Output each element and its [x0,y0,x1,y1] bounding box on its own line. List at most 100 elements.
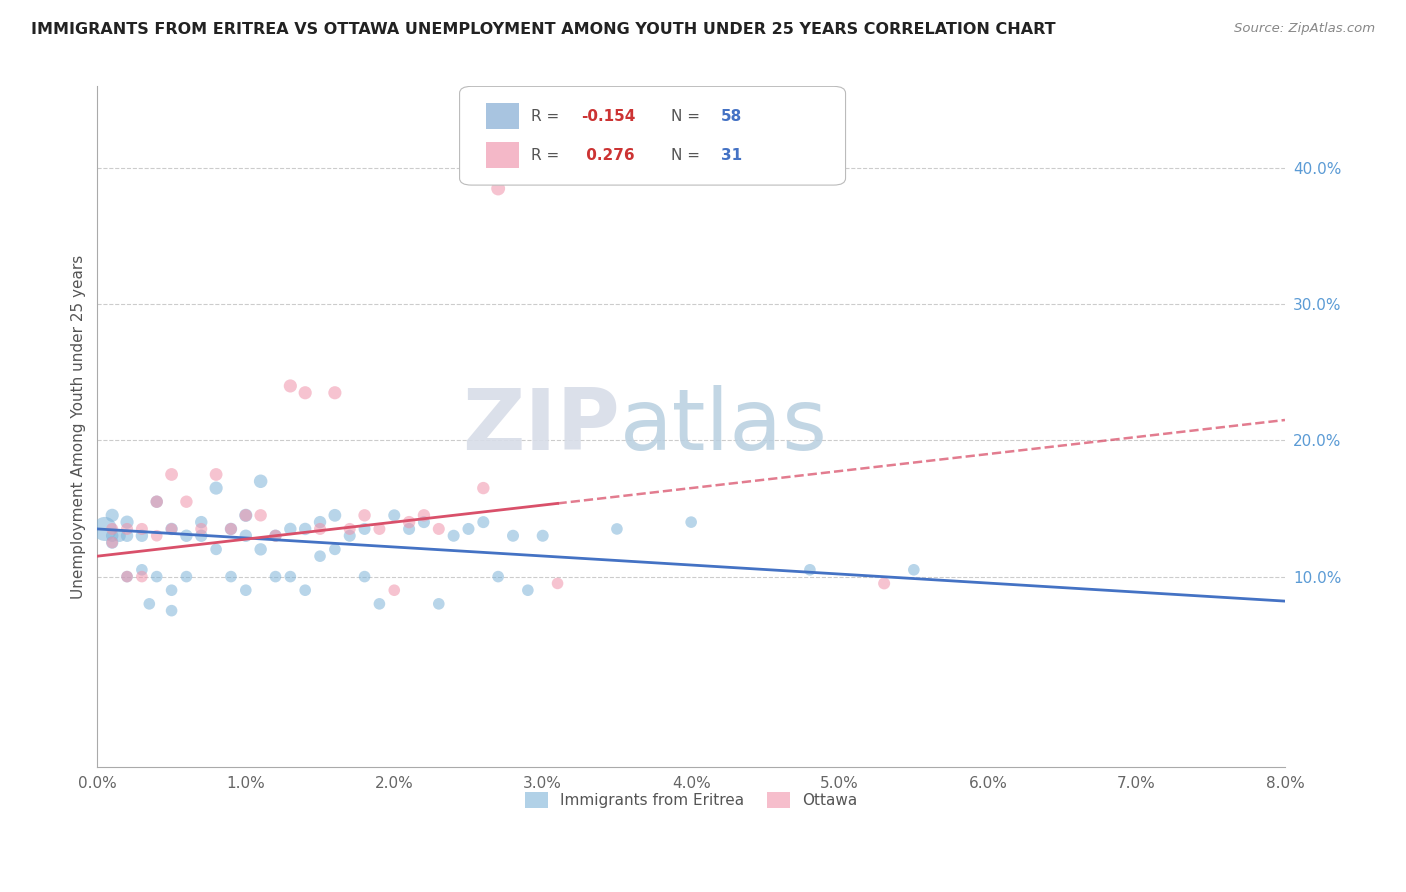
Text: R =: R = [531,148,564,162]
Point [160,522,183,536]
Point [398,522,420,536]
Point [502,529,524,543]
Bar [485,142,519,168]
Point [606,522,628,536]
Point [413,515,436,529]
Point [323,385,346,400]
Point [115,529,138,543]
Point [131,529,153,543]
Text: Source: ZipAtlas.com: Source: ZipAtlas.com [1234,22,1375,36]
Point [427,597,450,611]
Point [160,583,183,598]
Point [219,522,242,536]
Point [353,522,375,536]
Point [368,597,391,611]
Point [145,529,167,543]
Point [472,515,495,529]
Text: 0.276: 0.276 [581,148,634,162]
Point [368,522,391,536]
Point [264,569,287,583]
Text: N =: N = [671,109,704,124]
Point [176,494,198,508]
Point [138,597,160,611]
Point [278,379,301,393]
Point [108,529,131,543]
Point [190,529,212,543]
Point [101,535,124,549]
Point [382,508,405,523]
Point [278,569,301,583]
Point [339,529,361,543]
Point [235,529,257,543]
Text: ZIP: ZIP [463,385,620,468]
Point [353,508,375,523]
Point [145,569,167,583]
Point [472,481,495,495]
Point [278,522,301,536]
Point [205,481,228,495]
Point [486,181,509,195]
Point [294,583,316,598]
Text: atlas: atlas [620,385,828,468]
Point [219,522,242,536]
Point [413,508,436,523]
Point [486,569,509,583]
Point [176,529,198,543]
Point [502,134,524,148]
FancyBboxPatch shape [460,87,845,185]
Point [309,515,332,529]
Point [799,563,821,577]
Y-axis label: Unemployment Among Youth under 25 years: Unemployment Among Youth under 25 years [72,255,86,599]
Point [264,529,287,543]
Point [249,475,271,489]
Point [160,467,183,482]
Point [294,522,316,536]
Point [219,569,242,583]
Point [516,583,538,598]
Point [94,522,117,536]
Point [427,522,450,536]
Point [205,467,228,482]
Point [131,569,153,583]
Point [115,515,138,529]
Point [294,385,316,400]
Point [235,508,257,523]
Point [115,522,138,536]
Point [531,529,554,543]
Point [190,515,212,529]
Point [131,522,153,536]
Point [339,522,361,536]
Point [205,542,228,557]
Point [235,508,257,523]
Point [160,604,183,618]
Point [323,508,346,523]
Point [190,522,212,536]
Text: IMMIGRANTS FROM ERITREA VS OTTAWA UNEMPLOYMENT AMONG YOUTH UNDER 25 YEARS CORREL: IMMIGRANTS FROM ERITREA VS OTTAWA UNEMPL… [31,22,1056,37]
Point [131,563,153,577]
Point [903,563,925,577]
Point [249,542,271,557]
Point [547,576,569,591]
Point [160,522,183,536]
Point [249,508,271,523]
Bar [485,103,519,129]
Text: 31: 31 [721,148,742,162]
Point [873,576,896,591]
Text: -0.154: -0.154 [581,109,636,124]
Point [382,583,405,598]
Legend: Immigrants from Eritrea, Ottawa: Immigrants from Eritrea, Ottawa [519,786,863,814]
Point [264,529,287,543]
Point [101,535,124,549]
Text: N =: N = [671,148,704,162]
Point [115,569,138,583]
Text: 58: 58 [721,109,742,124]
Point [101,508,124,523]
Point [681,515,703,529]
Point [353,569,375,583]
Point [235,583,257,598]
Point [309,549,332,564]
Point [145,494,167,508]
Point [101,522,124,536]
Point [457,522,479,536]
Point [443,529,465,543]
